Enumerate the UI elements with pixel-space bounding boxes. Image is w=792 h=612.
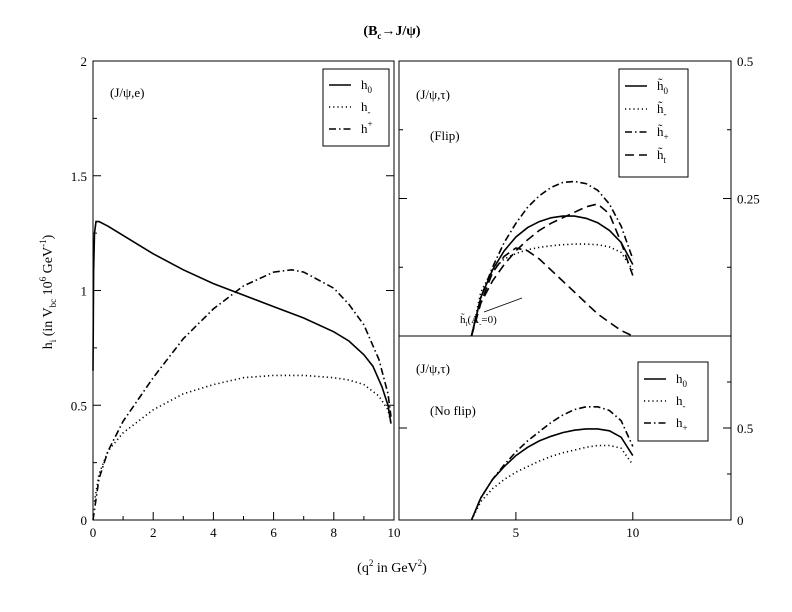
left-ytick-label: 1 bbox=[81, 284, 88, 299]
top-right-legend: h̃0 h̃- h̃+ h̃t bbox=[618, 68, 689, 178]
figure-title: (Bc→J/ψ) bbox=[363, 24, 421, 41]
left-xtick-label: 2 bbox=[150, 525, 157, 540]
left-ytick-label: 0 bbox=[81, 513, 88, 528]
top_right-legend-label-1: h̃- bbox=[657, 101, 667, 119]
top-right-panel-label-flip: (Flip) bbox=[430, 128, 460, 143]
chart-marks: 0 2 4 6 8 10 0 0.5 1 1.5 2 0.25 0.5 0 0.5 5 10 bbox=[71, 54, 760, 540]
left-legend-label-0: h0 bbox=[361, 77, 373, 95]
left-legend: h0 h-h+ bbox=[322, 68, 390, 147]
bottom_right-legend-label-0: h0 bbox=[676, 371, 688, 389]
left-ytick-label: 1.5 bbox=[71, 169, 87, 184]
bottom_right-series-1 bbox=[470, 444, 634, 521]
bottom_right-legend-label-1: h- bbox=[676, 393, 686, 411]
bottom-right-legend: h0 h-h+ bbox=[637, 361, 709, 442]
left-xtick-label: 8 bbox=[331, 525, 338, 540]
bottom_right-legend-label-2: h+ bbox=[676, 415, 688, 433]
top_right-legend-label-2: h̃+ bbox=[657, 124, 669, 142]
left-panel-label: (J/ψ,e) bbox=[110, 85, 145, 100]
left-legend-label-1: h- bbox=[361, 99, 371, 117]
left-xtick-label: 4 bbox=[210, 525, 217, 540]
left-series-2 bbox=[92, 268, 392, 521]
bottom-right-xtick-label: 5 bbox=[513, 525, 520, 540]
top_right-series-3 bbox=[470, 203, 634, 337]
right-panel-frame bbox=[398, 60, 732, 521]
top_right-ytick-label: 0.25 bbox=[737, 192, 760, 207]
top-right-legend-box bbox=[618, 68, 689, 178]
annotation-pointer bbox=[483, 297, 523, 313]
top_right-ytick-label: 0.5 bbox=[737, 54, 753, 69]
bottom_right-ytick-label: 0.5 bbox=[737, 421, 753, 436]
left-series-1 bbox=[93, 374, 392, 502]
bottom-right-panel-label-noflip: (No flip) bbox=[430, 403, 476, 418]
bottom_right-series-2 bbox=[470, 406, 634, 521]
top_right-legend-label-0: h̃0 bbox=[657, 78, 669, 96]
annotation-label: h̃t(A-=0) bbox=[460, 312, 497, 328]
top_right-series-0 bbox=[470, 215, 634, 337]
y-axis-label: hi (in Vbc 106 GeV-1) bbox=[38, 234, 58, 349]
left-xtick-label: 6 bbox=[270, 525, 277, 540]
top-right-panel-label: (J/ψ,τ) bbox=[416, 87, 450, 102]
bottom-right-panel-label: (J/ψ,τ) bbox=[416, 361, 450, 376]
bottom-right-xtick-label: 10 bbox=[626, 525, 639, 540]
bottom-right-legend-box bbox=[637, 361, 709, 442]
left-xtick-label: 10 bbox=[388, 525, 401, 540]
left-xtick-label: 0 bbox=[90, 525, 97, 540]
left-legend-box bbox=[322, 68, 390, 147]
bottom_right-ytick-label: 0 bbox=[737, 513, 744, 528]
left-legend-label-2: h+ bbox=[361, 119, 373, 136]
bottom_right-series-0 bbox=[470, 428, 634, 521]
top_right-series-4 bbox=[470, 247, 634, 337]
left-ytick-label: 0.5 bbox=[71, 398, 87, 413]
top_right-legend-label-3: h̃t bbox=[657, 147, 667, 165]
x-axis-label: (q2 in GeV2) bbox=[357, 558, 427, 576]
left-series-0 bbox=[92, 220, 392, 424]
top_right-series-2 bbox=[470, 180, 634, 337]
left-ytick-label: 2 bbox=[81, 54, 88, 69]
top_right-series-1 bbox=[470, 243, 634, 337]
